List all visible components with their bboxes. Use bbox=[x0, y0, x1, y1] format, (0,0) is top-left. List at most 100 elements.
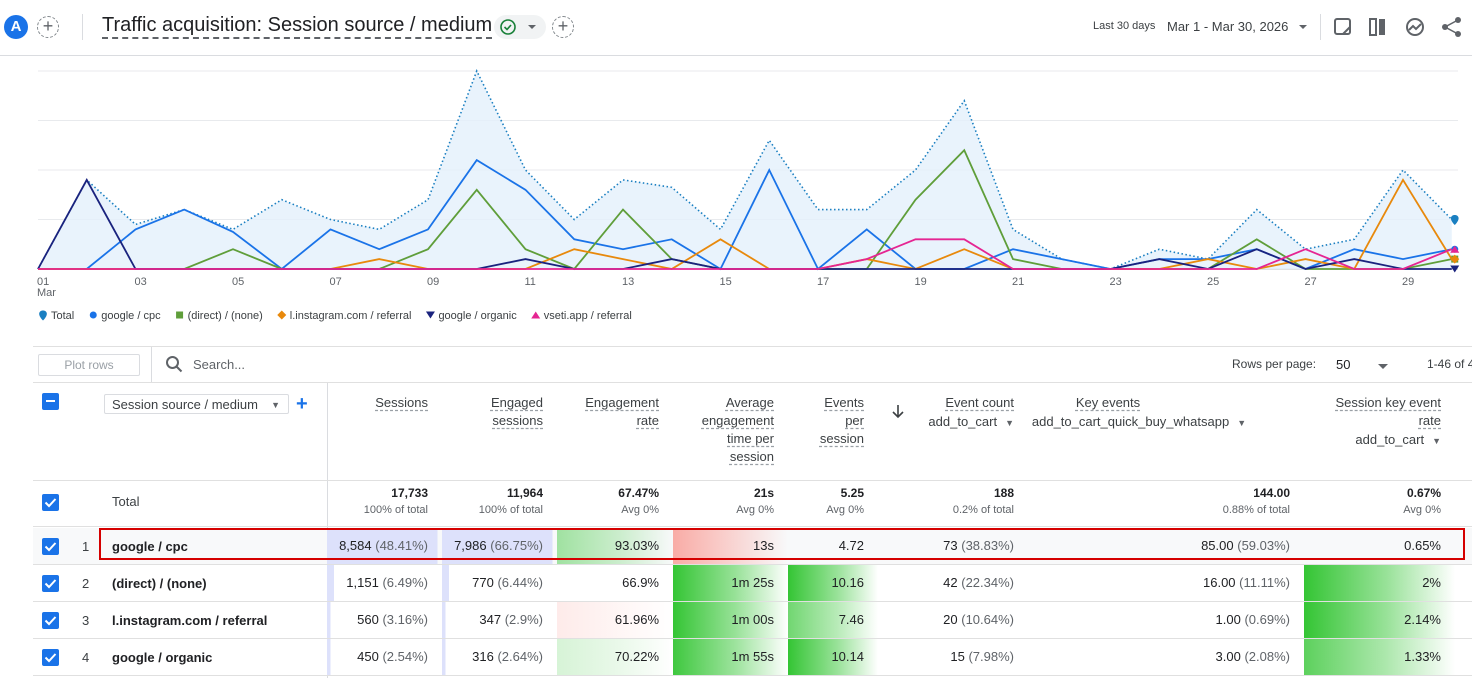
column-header: Session key event rate add_to_cart ▼ bbox=[1304, 394, 1441, 450]
total-value: 144.00 bbox=[1253, 486, 1290, 500]
divider bbox=[82, 14, 83, 40]
cell-share: (7.98%) bbox=[968, 649, 1014, 664]
cell-value: 20 bbox=[943, 612, 958, 627]
row-index: 3 bbox=[82, 613, 90, 628]
avatar[interactable]: A bbox=[4, 15, 28, 39]
cell-value: 2.14% bbox=[1404, 612, 1441, 627]
row-checkbox[interactable] bbox=[42, 575, 59, 592]
totals-checkbox[interactable] bbox=[42, 494, 59, 511]
cell-value: 8,584 bbox=[339, 538, 372, 553]
column-header: Key events add_to_cart_quick_buy_whatsapp… bbox=[1008, 394, 1270, 432]
cell-value: 16.00 bbox=[1203, 575, 1236, 590]
row-checkbox[interactable] bbox=[42, 538, 59, 555]
hline bbox=[33, 526, 1472, 527]
rows-caret[interactable] bbox=[1376, 359, 1390, 373]
plot-rows-button[interactable]: Plot rows bbox=[38, 354, 140, 376]
date-range-label: Last 30 days bbox=[1093, 20, 1156, 32]
add-comparison[interactable]: + bbox=[37, 16, 59, 38]
column-label: Events per session bbox=[819, 395, 864, 446]
column-header-wrap: Engagement rate bbox=[579, 394, 659, 430]
cell: 16.00 (11.11%) bbox=[1028, 565, 1304, 601]
cell-share: (59.03%) bbox=[1237, 538, 1290, 553]
cell-value: 316 bbox=[472, 649, 494, 664]
date-range[interactable]: Mar 1 - Mar 30, 2026 bbox=[1167, 19, 1289, 34]
cell-share: (2.54%) bbox=[382, 649, 428, 664]
legend-label: Total bbox=[51, 310, 74, 322]
column-label: Sessions bbox=[375, 395, 428, 410]
row-dimension: google / organic bbox=[112, 650, 213, 665]
legend-item: Total bbox=[39, 310, 74, 322]
legend-label: l.instagram.com / referral bbox=[290, 310, 412, 322]
x-tick-sublabel: Mar bbox=[37, 287, 56, 299]
marker bbox=[39, 310, 47, 321]
add-dimension[interactable]: + bbox=[296, 393, 308, 415]
hline bbox=[33, 638, 1472, 639]
add-button[interactable]: + bbox=[552, 16, 574, 38]
rows-per-page[interactable]: 50 bbox=[1336, 357, 1351, 372]
caret: ▼ bbox=[1432, 436, 1441, 446]
marker bbox=[89, 311, 97, 319]
legend-label: google / organic bbox=[438, 310, 517, 322]
row-checkbox[interactable] bbox=[42, 649, 59, 666]
cell-value: 10.16 bbox=[831, 575, 864, 590]
status-chip[interactable] bbox=[494, 15, 546, 39]
cell-share: (48.41%) bbox=[375, 538, 428, 553]
dimension-selector[interactable]: Session source / medium ▼ bbox=[104, 394, 289, 414]
cell: 73 (38.83%) bbox=[878, 528, 1028, 564]
cell-value: 2% bbox=[1422, 575, 1441, 590]
x-tick-label: 03 bbox=[135, 276, 147, 288]
report-title[interactable]: Traffic acquisition: Session source / me… bbox=[102, 14, 493, 36]
cell: 2.14% bbox=[1304, 602, 1455, 638]
cell-value: 93.03% bbox=[614, 538, 659, 553]
column-header-wrap: Average engagement time per session bbox=[694, 394, 774, 466]
x-tick-label: 07 bbox=[330, 276, 342, 288]
cell: 10.16 bbox=[788, 565, 878, 601]
column-label: Key events bbox=[1075, 395, 1141, 410]
cell: 1m 25s bbox=[673, 565, 788, 601]
cell: 316 (2.64%) bbox=[442, 639, 557, 675]
metric-selector: add_to_cart_quick_buy_whatsapp bbox=[1031, 414, 1230, 429]
dimension-label: Session source / medium bbox=[112, 397, 258, 412]
legend-item: google / organic bbox=[425, 310, 517, 322]
cell-share: (38.83%) bbox=[961, 538, 1014, 553]
cell-value: 7,986 bbox=[454, 538, 487, 553]
row-checkbox[interactable] bbox=[42, 612, 59, 629]
series-line bbox=[38, 158, 1452, 271]
cell: 450 (2.54%) bbox=[327, 639, 442, 675]
cell: 770 (6.44%) bbox=[442, 565, 557, 601]
cell-value: 7.46 bbox=[838, 612, 864, 627]
search-input[interactable]: Search... bbox=[193, 357, 246, 372]
column-sub: add_to_cart ▼ bbox=[878, 413, 1014, 432]
header: A + Traffic acquisition: Session source … bbox=[0, 0, 1472, 56]
cell-share: (6.44%) bbox=[497, 575, 543, 590]
cell-value: 15 bbox=[950, 649, 965, 664]
column-label: Engagement rate bbox=[585, 395, 659, 428]
cell-share: (2.64%) bbox=[497, 649, 543, 664]
cell: 2% bbox=[1304, 565, 1455, 601]
check bbox=[44, 653, 57, 663]
total-note: Avg 0% bbox=[621, 504, 659, 516]
cell-value: 10.14 bbox=[831, 649, 864, 664]
column-header: Sessions bbox=[327, 394, 428, 412]
sort-arrow[interactable] bbox=[891, 404, 905, 420]
x-tick-label: 27 bbox=[1305, 276, 1317, 288]
total-value: 5.25 bbox=[840, 486, 864, 500]
marker bbox=[425, 311, 435, 319]
hline bbox=[33, 564, 1472, 565]
hline bbox=[33, 675, 1472, 676]
x-tick-label: 11 bbox=[525, 276, 536, 288]
select-all-checkbox[interactable] bbox=[42, 393, 59, 410]
cell-share: (0.69%) bbox=[1244, 612, 1290, 627]
cell: 3.00 (2.08%) bbox=[1028, 639, 1304, 675]
cell: 1m 00s bbox=[673, 602, 788, 638]
date-caret[interactable] bbox=[1296, 20, 1310, 34]
x-tick-label: 21 bbox=[1012, 276, 1024, 288]
cell-value: 347 bbox=[479, 612, 502, 627]
row-dimension: l.instagram.com / referral bbox=[112, 613, 268, 628]
cell-value: 1m 55s bbox=[731, 649, 774, 664]
rows-per-page-label: Rows per page: bbox=[1232, 357, 1317, 371]
caret: ▼ bbox=[1237, 418, 1247, 428]
total-value: 0.67% bbox=[1406, 486, 1441, 500]
toolbar-icons[interactable] bbox=[1332, 16, 1467, 38]
